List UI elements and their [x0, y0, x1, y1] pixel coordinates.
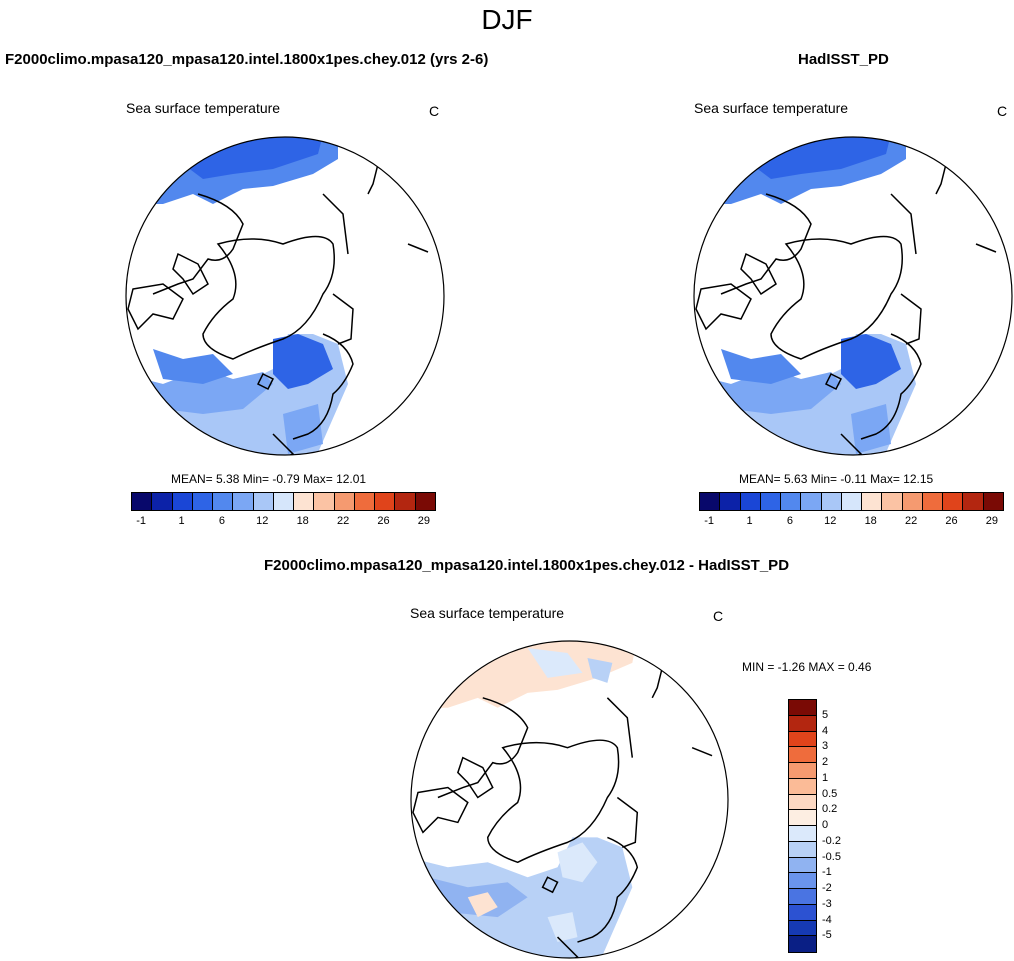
colorbar-tick-label: 26	[945, 515, 958, 527]
panel2-colorbar-ticks: -1 1 6 12 18 22 26 29	[699, 515, 1002, 529]
colorbar-swatch	[395, 493, 416, 510]
colorbar-tick-label: 18	[296, 515, 309, 527]
colorbar-swatch	[983, 493, 1003, 510]
colorbar-swatch	[789, 763, 816, 779]
colorbar-swatch	[213, 493, 234, 510]
colorbar-tick-label: 1	[746, 515, 753, 527]
colorbar-swatch	[882, 493, 903, 510]
panel2-map	[693, 136, 1013, 456]
panel1-colorbar-ticks: -1 1 6 12 18 22 26 29	[131, 515, 434, 529]
panel3-subtitle: Sea surface temperature	[410, 605, 565, 621]
colorbar-swatch	[789, 826, 816, 842]
colorbar-tick-label: 12	[256, 515, 269, 527]
colorbar-swatch	[253, 493, 274, 510]
colorbar-tick-label: 12	[824, 515, 837, 527]
colorbar-swatch	[789, 700, 816, 716]
colorbar-swatch	[233, 493, 254, 510]
colorbar-tick-label: -5	[822, 929, 832, 942]
panel2-header: HadISST_PD	[798, 51, 889, 68]
panel2-units: C	[997, 103, 1008, 119]
panel1-stats: MEAN= 5.38 Min= -0.79 Max= 12.01	[171, 472, 367, 486]
panel1-subtitle: Sea surface temperature	[126, 100, 281, 116]
colorbar-swatch	[415, 493, 435, 510]
colorbar-swatch	[862, 493, 883, 510]
colorbar-tick-label: -0.5	[822, 850, 841, 863]
colorbar-tick-label: 26	[377, 515, 390, 527]
colorbar-tick-label: -0.2	[822, 834, 841, 847]
colorbar-swatch	[192, 493, 214, 510]
colorbar-swatch	[334, 493, 355, 510]
colorbar-swatch	[801, 493, 822, 510]
panel3-map	[410, 640, 729, 959]
colorbar-swatch	[132, 493, 153, 510]
panel2-stats: MEAN= 5.63 Min= -0.11 Max= 12.15	[739, 472, 934, 486]
colorbar-tick-label: 29	[985, 515, 999, 527]
colorbar-swatch	[789, 936, 816, 952]
colorbar-swatch	[789, 904, 816, 921]
panel2-colorbar	[699, 492, 1004, 511]
panel3-header: F2000climo.mpasa120_mpasa120.intel.1800x…	[264, 557, 790, 574]
colorbar-swatch	[789, 889, 816, 905]
colorbar-tick-label: 22	[336, 515, 350, 527]
colorbar-swatch	[720, 493, 741, 510]
colorbar-tick-label: -2	[822, 882, 832, 894]
panel1-colorbar	[131, 492, 436, 511]
colorbar-tick-label: -1	[136, 515, 146, 527]
panel3-colorbar	[788, 699, 817, 953]
colorbar-tick-label: 18	[864, 515, 877, 527]
colorbar-swatch	[781, 493, 802, 510]
panel3-colorbar-ticks: 5 4 3 2 1 0.5 0.2 0 -0.2 -0.5 -1 -2 -3 -4 -5	[822, 699, 862, 951]
colorbar-swatch	[152, 493, 173, 510]
panel3-stats: MIN = -1.26 MAX = 0.46	[742, 660, 872, 674]
colorbar-swatch	[841, 493, 863, 510]
colorbar-tick-label: 6	[786, 515, 793, 527]
colorbar-tick-label: 2	[822, 756, 829, 768]
colorbar-tick-label: 1	[822, 771, 829, 784]
colorbar-tick-label: -1	[704, 515, 714, 527]
colorbar-swatch	[789, 841, 816, 858]
colorbar-tick-label: 0.5	[822, 787, 838, 800]
colorbar-tick-label: 1	[178, 515, 185, 527]
colorbar-tick-label: 4	[822, 724, 829, 737]
colorbar-swatch	[700, 493, 721, 510]
colorbar-swatch	[821, 493, 842, 510]
colorbar-swatch	[740, 493, 761, 510]
colorbar-tick-label: 3	[822, 740, 829, 753]
panel3-units: C	[713, 608, 724, 624]
colorbar-swatch	[789, 810, 816, 826]
colorbar-tick-label: 6	[218, 515, 225, 527]
colorbar-swatch	[789, 920, 816, 937]
colorbar-tick-label: 0	[822, 819, 829, 831]
colorbar-swatch	[902, 493, 923, 510]
colorbar-swatch	[314, 493, 335, 510]
colorbar-swatch	[273, 493, 295, 510]
colorbar-swatch	[789, 873, 816, 889]
colorbar-tick-label: -3	[822, 897, 832, 910]
colorbar-swatch	[789, 778, 816, 795]
colorbar-swatch	[789, 747, 816, 763]
colorbar-swatch	[172, 493, 193, 510]
colorbar-tick-label: -1	[822, 866, 832, 879]
colorbar-swatch	[294, 493, 315, 510]
colorbar-tick-label: 22	[904, 515, 918, 527]
colorbar-tick-label: 29	[417, 515, 431, 527]
colorbar-tick-label: 5	[822, 708, 829, 721]
panel1-header: F2000climo.mpasa120_mpasa120.intel.1800x…	[5, 51, 489, 68]
panel1-units: C	[429, 103, 440, 119]
colorbar-tick-label: 0.2	[822, 803, 838, 816]
colorbar-swatch	[963, 493, 984, 510]
colorbar-tick-label: -4	[822, 913, 832, 926]
colorbar-swatch	[789, 857, 816, 874]
panel1-map	[125, 136, 445, 456]
colorbar-swatch	[760, 493, 782, 510]
panel2-subtitle: Sea surface temperature	[694, 100, 849, 116]
colorbar-swatch	[789, 731, 816, 748]
colorbar-swatch	[922, 493, 944, 510]
colorbar-swatch	[789, 794, 816, 811]
colorbar-swatch	[943, 493, 964, 510]
colorbar-swatch	[354, 493, 376, 510]
main-title: DJF	[481, 4, 533, 35]
colorbar-swatch	[375, 493, 396, 510]
colorbar-swatch	[789, 715, 816, 732]
